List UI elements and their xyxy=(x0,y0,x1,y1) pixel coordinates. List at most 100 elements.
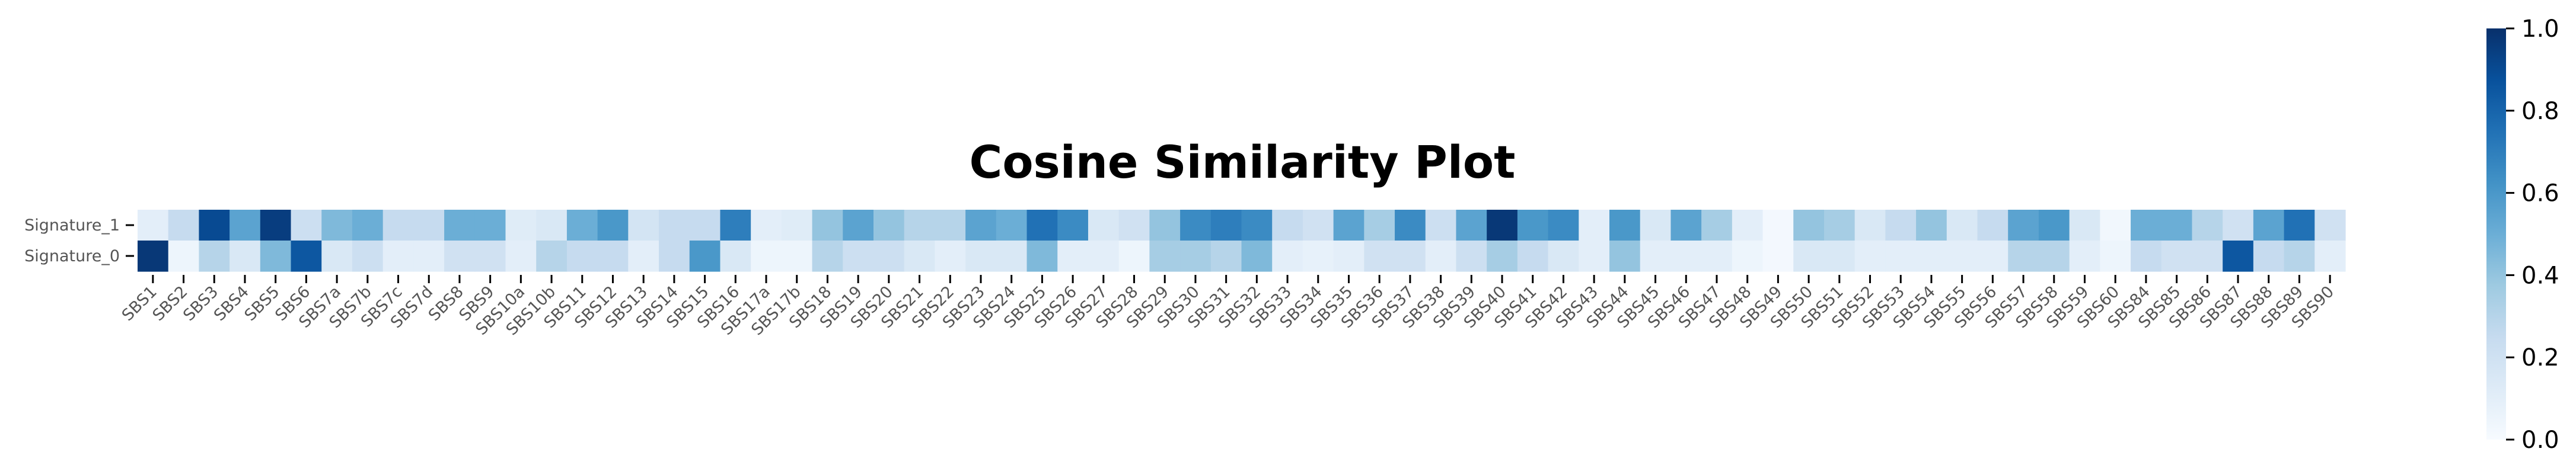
heatmap-cell-Signature_1-SBS1 xyxy=(138,210,169,241)
heatmap-cell-Signature_0-SBS27 xyxy=(1088,241,1120,272)
heatmap-cell-Signature_0-SBS9 xyxy=(474,241,506,272)
heatmap-cell-Signature_1-SBS53 xyxy=(1885,210,1917,241)
heatmap-cell-Signature_1-SBS10b xyxy=(536,210,568,241)
heatmap-cell-Signature_0-SBS1 xyxy=(138,241,169,272)
heatmap-cell-Signature_1-SBS7c xyxy=(382,210,414,241)
heatmap-cell-Signature_1-SBS33 xyxy=(1272,210,1303,241)
heatmap-cell-Signature_1-SBS7d xyxy=(413,210,445,241)
heatmap-cell-Signature_0-SBS19 xyxy=(843,241,874,272)
column-label: SBS8 xyxy=(425,283,467,325)
heatmap-cell-Signature_1-SBS36 xyxy=(1364,210,1395,241)
column-label: SBS5 xyxy=(241,283,283,325)
colorbar-tick-label: 1.0 xyxy=(2521,15,2559,43)
heatmap-cell-Signature_0-SBS36 xyxy=(1364,241,1395,272)
heatmap-cell-Signature_0-SBS4 xyxy=(229,241,261,272)
heatmap-cell-Signature_1-SBS56 xyxy=(1977,210,2008,241)
heatmap-cell-Signature_1-SBS43 xyxy=(1579,210,1610,241)
heatmap-cell-Signature_0-SBS16 xyxy=(720,241,751,272)
heatmap-cell-Signature_1-SBS19 xyxy=(843,210,874,241)
column-label: SBS2 xyxy=(149,283,191,325)
colorbar-ticks: 0.0 0.2 0.4 0.6 0.8 1.0 xyxy=(2506,15,2559,454)
heatmap-cell-Signature_1-SBS85 xyxy=(2161,210,2193,241)
heatmap-cell-Signature_0-SBS59 xyxy=(2069,241,2100,272)
heatmap-cell-Signature_1-SBS17a xyxy=(751,210,782,241)
heatmap-cell-Signature_1-SBS55 xyxy=(1946,210,1978,241)
heatmap-cell-Signature_1-SBS30 xyxy=(1180,210,1212,241)
heatmap-cell-Signature_0-SBS42 xyxy=(1548,241,1579,272)
column-labels: SBS1SBS2SBS3SBS4SBS5SBS6SBS7aSBS7bSBS7cS… xyxy=(119,275,2338,339)
heatmap-cell-Signature_1-SBS32 xyxy=(1241,210,1273,241)
colorbar-tick-label: 0.6 xyxy=(2521,180,2559,207)
heatmap-cell-Signature_1-SBS35 xyxy=(1333,210,1364,241)
heatmap-cell-Signature_0-SBS20 xyxy=(873,241,905,272)
heatmap-cell-Signature_1-SBS10a xyxy=(505,210,537,241)
heatmap-cell-Signature_1-SBS17b xyxy=(781,210,813,241)
heatmap-cell-Signature_1-SBS41 xyxy=(1517,210,1549,241)
heatmap-cell-Signature_0-SBS25 xyxy=(1026,241,1058,272)
heatmap-cell-Signature_0-SBS34 xyxy=(1302,241,1334,272)
heatmap-cell-Signature_0-SBS12 xyxy=(597,241,629,272)
heatmap-cell-Signature_0-SBS39 xyxy=(1456,241,1487,272)
heatmap-cell-Signature_0-SBS51 xyxy=(1823,241,1856,272)
heatmap-cell-Signature_1-SBS14 xyxy=(659,210,690,241)
heatmap-cell-Signature_0-SBS7b xyxy=(352,241,384,272)
heatmap-cell-Signature_0-SBS47 xyxy=(1701,241,1733,272)
heatmap-cell-Signature_0-SBS60 xyxy=(2100,241,2131,272)
heatmap-cell-Signature_1-SBS58 xyxy=(2038,210,2070,241)
heatmap-cell-Signature_0-SBS54 xyxy=(1916,241,1947,272)
heatmap-cell-Signature_1-SBS26 xyxy=(1057,210,1089,241)
heatmap-cell-Signature_1-SBS2 xyxy=(168,210,200,241)
heatmap-cell-Signature_1-SBS13 xyxy=(628,210,659,241)
heatmap-cell-Signature_0-SBS85 xyxy=(2161,241,2193,272)
heatmap-cell-Signature_1-SBS49 xyxy=(1762,210,1794,241)
heatmap-cell-Signature_1-SBS44 xyxy=(1609,210,1641,241)
row-label: Signature_1 xyxy=(24,216,120,235)
column-label: SBS1 xyxy=(119,283,161,325)
heatmap-cell-Signature_0-SBS50 xyxy=(1793,241,1825,272)
chart-title: Cosine Similarity Plot xyxy=(970,136,1516,188)
heatmap-cell-Signature_0-SBS21 xyxy=(904,241,936,272)
heatmap-cell-Signature_0-SBS11 xyxy=(566,241,598,272)
heatmap-cell-Signature_1-SBS46 xyxy=(1670,210,1702,241)
heatmap-cell-Signature_1-SBS21 xyxy=(904,210,936,241)
row-labels: Signature_1 Signature_0 xyxy=(24,216,134,265)
heatmap-cell-Signature_1-SBS6 xyxy=(291,210,322,241)
heatmap-cell-Signature_1-SBS88 xyxy=(2253,210,2285,241)
heatmap-cell-Signature_1-SBS3 xyxy=(199,210,230,241)
heatmap-cell-Signature_0-SBS7a xyxy=(321,241,353,272)
heatmap-cells xyxy=(138,210,2346,272)
heatmap-cell-Signature_0-SBS17b xyxy=(781,241,813,272)
heatmap-cell-Signature_1-SBS28 xyxy=(1118,210,1150,241)
heatmap-cell-Signature_0-SBS35 xyxy=(1333,241,1364,272)
heatmap-cell-Signature_1-SBS18 xyxy=(812,210,843,241)
heatmap-cell-Signature_1-SBS39 xyxy=(1456,210,1487,241)
heatmap-cell-Signature_1-SBS5 xyxy=(260,210,292,241)
heatmap-cell-Signature_1-SBS23 xyxy=(965,210,997,241)
colorbar-tick-label: 0.0 xyxy=(2521,427,2559,454)
heatmap-cell-Signature_1-SBS7a xyxy=(321,210,353,241)
heatmap-cell-Signature_1-SBS34 xyxy=(1302,210,1334,241)
heatmap-cell-Signature_1-SBS84 xyxy=(2131,210,2162,241)
heatmap-cell-Signature_0-SBS84 xyxy=(2131,241,2162,272)
heatmap-cell-Signature_1-SBS90 xyxy=(2314,210,2346,241)
heatmap-cell-Signature_0-SBS29 xyxy=(1149,241,1181,272)
heatmap-cell-Signature_1-SBS8 xyxy=(444,210,476,241)
heatmap-cell-Signature_0-SBS17a xyxy=(751,241,782,272)
heatmap-cell-Signature_1-SBS24 xyxy=(996,210,1028,241)
heatmap-cell-Signature_1-SBS7b xyxy=(352,210,384,241)
heatmap-cell-Signature_1-SBS20 xyxy=(873,210,905,241)
heatmap-cell-Signature_0-SBS57 xyxy=(2008,241,2039,272)
heatmap-cell-Signature_0-SBS24 xyxy=(996,241,1028,272)
heatmap-cell-Signature_1-SBS22 xyxy=(935,210,966,241)
colorbar-tick-label: 0.8 xyxy=(2521,98,2559,125)
heatmap-cell-Signature_1-SBS45 xyxy=(1640,210,1672,241)
heatmap-cell-Signature_0-SBS26 xyxy=(1057,241,1089,272)
heatmap-cell-Signature_1-SBS59 xyxy=(2069,210,2100,241)
heatmap-cell-Signature_0-SBS2 xyxy=(168,241,200,272)
heatmap-cell-Signature_0-SBS22 xyxy=(935,241,966,272)
heatmap-cell-Signature_0-SBS46 xyxy=(1670,241,1702,272)
heatmap-cell-Signature_0-SBS23 xyxy=(965,241,997,272)
column-label: SBS3 xyxy=(180,283,222,325)
heatmap-cell-Signature_1-SBS16 xyxy=(720,210,751,241)
